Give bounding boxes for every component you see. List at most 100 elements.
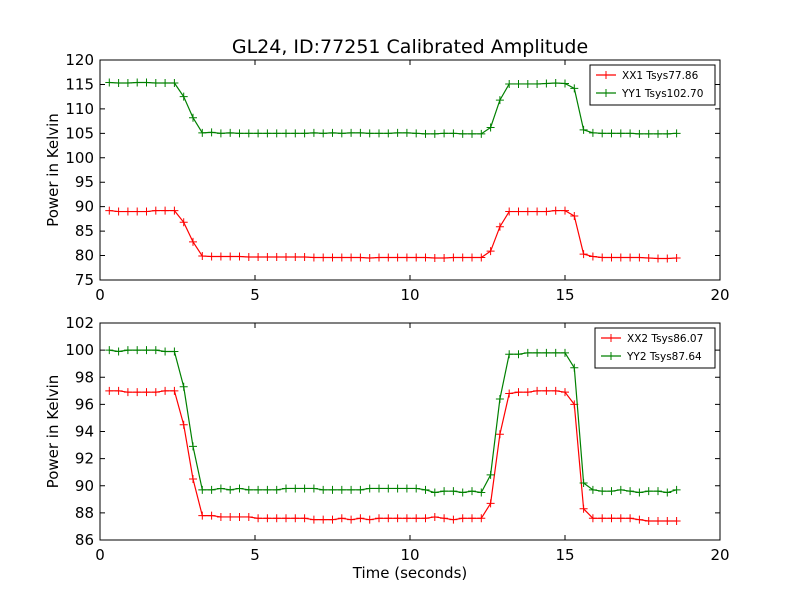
data-point-marker [523,388,532,397]
data-point-marker [505,389,514,398]
data-point-marker [644,129,653,138]
data-point-marker [421,514,430,523]
data-point-marker [663,129,672,138]
data-point-marker [616,514,625,523]
data-point-marker [142,388,151,397]
y-axis-label: Power in Kelvin [44,113,62,227]
data-point-marker [514,79,523,88]
data-point-marker [347,515,356,524]
data-point-marker [421,253,430,262]
data-point-marker [161,78,170,87]
data-point-marker [282,514,290,523]
data-point-marker [644,487,653,496]
data-point-marker [114,347,123,356]
data-point-marker [151,78,160,87]
data-point-marker [477,129,486,138]
data-point-marker [533,207,542,216]
data-point-marker [263,129,272,138]
legend: XX2 Tsys86.07 YY2 Tsys87.64 [594,327,716,369]
data-point-marker [133,78,142,87]
data-point-marker [179,382,188,391]
data-point-marker [468,487,476,496]
data-point-marker [523,348,532,357]
data-point-marker [672,129,681,138]
data-point-marker [319,253,328,262]
data-point-marker [412,253,421,262]
data-point-marker [375,484,383,493]
data-point-marker [505,79,514,88]
data-point-marker [607,514,616,523]
data-point-marker [468,129,476,138]
data-point-marker [579,504,588,513]
data-point-marker [216,129,225,138]
data-point-marker [486,470,495,479]
data-point-marker [440,254,449,262]
data-point-marker [570,211,579,220]
data-point-marker [421,129,430,138]
data-point-marker [570,84,579,93]
data-point-marker [207,511,216,520]
data-point-marker [495,430,504,439]
y-tick-label: 100 [65,149,94,167]
data-point-marker [402,128,411,137]
data-point-marker [598,129,607,138]
data-point-marker [523,79,532,88]
data-point-marker [486,123,495,132]
legend-marker [607,334,615,342]
data-point-marker [551,386,560,395]
data-point-marker [449,487,458,496]
data-point-marker [291,253,300,262]
data-point-marker [588,252,597,261]
data-point-marker [430,512,439,521]
data-point-marker [170,386,179,395]
data-point-marker [328,515,337,524]
data-point-marker [123,78,132,87]
y-tick-label: 92 [75,450,94,468]
y-tick-label: 110 [65,100,94,118]
data-point-marker [235,484,244,493]
data-point-marker [616,253,625,262]
data-point-marker [105,386,114,395]
data-point-marker [440,129,449,138]
data-point-marker [393,484,402,493]
data-point-marker [300,253,309,262]
y-tick-label: 86 [75,531,94,549]
x-tick-label: 15 [555,546,574,564]
data-point-marker [291,514,300,523]
data-point-marker [588,128,597,137]
data-point-marker [337,514,346,523]
data-point-marker [216,252,225,261]
x-tick-label: 5 [250,286,260,304]
x-tick-label: 10 [400,286,419,304]
data-point-marker [207,128,216,137]
data-point-marker [561,206,569,215]
data-point-marker [123,346,132,355]
data-point-marker [272,514,281,523]
legend-label: YY1 Tsys102.70 [621,88,703,100]
data-point-marker [579,479,588,488]
data-point-marker [365,515,374,524]
data-point-marker [254,253,263,262]
data-point-marker [402,484,411,493]
y-axis-label: Power in Kelvin [44,375,62,489]
data-point-marker [375,129,383,138]
data-point-marker [607,487,616,496]
data-point-marker [328,485,337,494]
y-tick-label: 75 [75,271,94,289]
data-point-marker [272,253,281,262]
y-tick-label: 80 [75,247,94,265]
data-point-marker [300,514,309,523]
legend-box [589,64,716,106]
data-point-marker [672,485,681,494]
data-point-marker [291,129,300,138]
data-point-marker [514,207,523,216]
legend: XX1 Tsys77.86 YY1 Tsys102.70 [589,64,716,106]
data-point-marker [133,207,142,216]
data-point-marker [523,207,532,216]
data-point-marker [189,442,197,451]
data-point-marker [105,346,114,355]
data-point-marker [533,386,542,395]
data-point-marker [328,253,337,262]
data-point-marker [235,129,244,138]
data-point-marker [449,515,458,524]
